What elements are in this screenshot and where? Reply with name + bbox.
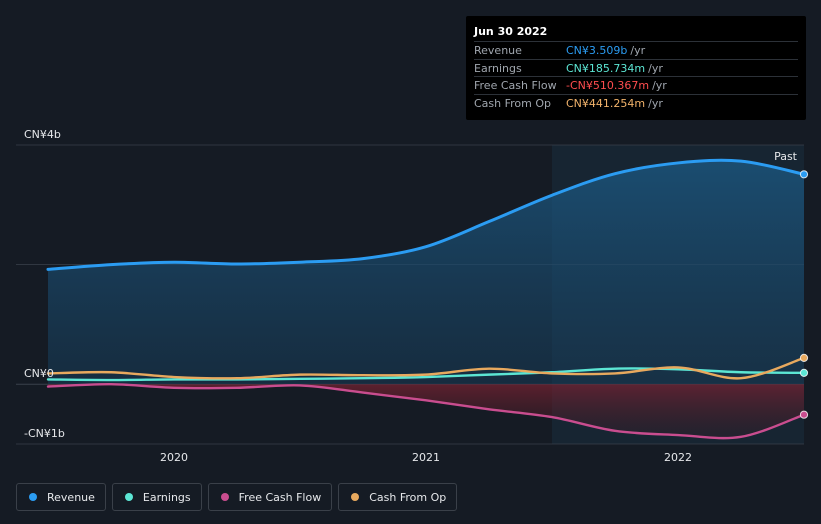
y-tick-label: CN¥4b [24,128,61,141]
legend-label: Cash From Op [369,490,447,504]
legend-item-free-cash-flow[interactable]: Free Cash Flow [207,483,333,511]
free-cash-flow-area [48,384,804,439]
tooltip-unit: /yr [652,79,667,92]
x-tick-label: 2021 [412,451,440,464]
cash-from-op-dot-icon [351,493,360,501]
tooltip-row-revenue: Revenue CN¥3.509b /yr [474,41,798,59]
legend-item-cash-from-op[interactable]: Cash From Op [338,483,458,511]
y-tick-label: CN¥0 [24,367,54,380]
cash-from-op-end-point [799,353,809,362]
free-cash-flow-end-point [799,410,809,419]
tooltip-label: Cash From Op [474,96,552,110]
tooltip-unit: /yr [648,96,663,110]
legend-label: Free Cash Flow [238,490,322,504]
free-cash-flow-line [46,382,806,440]
earnings-dot-icon [124,493,133,501]
legend-label: Revenue [47,490,95,504]
data-tooltip: Jun 30 2022 Revenue CN¥3.509b /yr Earnin… [466,16,806,120]
legend-label: Earnings [142,490,191,504]
tooltip-value: CN¥185.734m [566,61,646,75]
past-label: Past [774,150,798,163]
tooltip-value: -CN¥510.367m [566,79,650,92]
tooltip-row-earnings: Earnings CN¥185.734m /yr [474,58,798,77]
revenue-line [46,158,806,271]
tooltip-unit: /yr [630,44,646,57]
revenue-dot-icon [29,493,37,501]
cash-from-op-line [46,356,806,380]
tooltip-row-free-cash-flow: Free Cash Flow -CN¥510.367m /yr [474,76,798,94]
legend-item-revenue[interactable]: Revenue [16,483,106,511]
tooltip-date: Jun 30 2022 [474,25,548,38]
tooltip-label: Free Cash Flow [474,79,557,92]
tooltip-unit: /yr [648,61,663,75]
x-tick-label: 2022 [664,451,692,464]
tooltip-label: Revenue [474,44,522,57]
x-tick-label: 2020 [160,451,188,464]
earnings-end-point [799,368,809,377]
tooltip-value: CN¥3.509b [566,44,628,57]
y-tick-label: -CN¥1b [24,427,65,440]
free-cash-flow-dot-icon [220,493,229,501]
revenue-end-point [799,170,809,179]
legend: Revenue Earnings Free Cash Flow Cash Fro… [16,483,458,511]
tooltip-label: Earnings [474,61,522,75]
revenue-area [48,160,804,385]
earnings-line [46,367,806,382]
tooltip-value: CN¥441.254m [566,96,646,110]
tooltip-row-cash-from-op: Cash From Op CN¥441.254m /yr [474,93,798,112]
legend-item-earnings[interactable]: Earnings [111,483,202,511]
